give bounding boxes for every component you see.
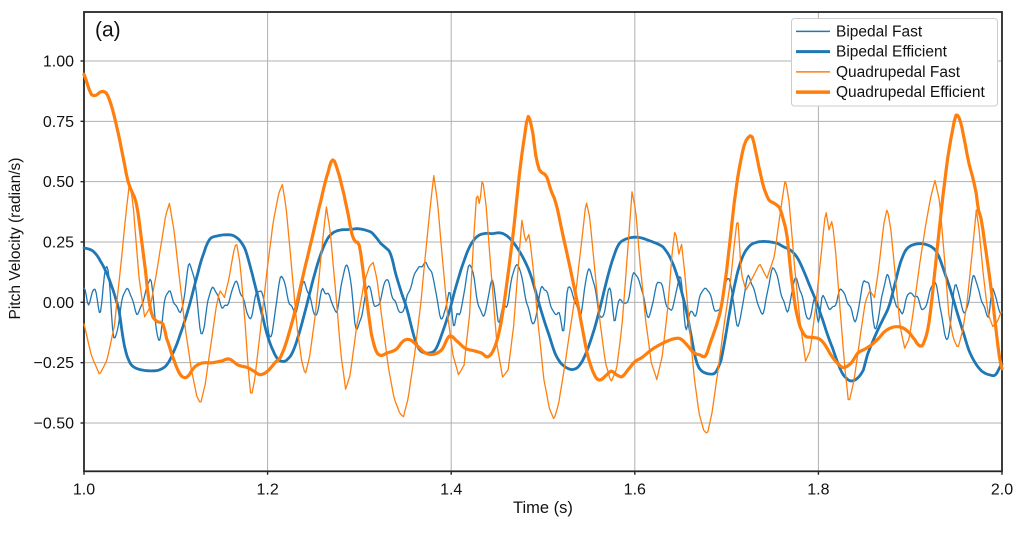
svg-text:0.25: 0.25 [43, 235, 74, 252]
svg-text:(a): (a) [95, 19, 121, 42]
svg-text:Bipedal Fast: Bipedal Fast [836, 24, 923, 41]
svg-text:0.75: 0.75 [43, 114, 74, 131]
svg-text:Pitch Velocity (radian/s): Pitch Velocity (radian/s) [7, 158, 24, 320]
svg-text:Bipedal Efficient: Bipedal Efficient [836, 44, 948, 61]
svg-text:1.0: 1.0 [73, 481, 95, 498]
svg-text:1.8: 1.8 [807, 481, 829, 498]
svg-text:1.2: 1.2 [256, 481, 278, 498]
svg-text:−0.25: −0.25 [34, 355, 75, 372]
svg-text:Quadrupedal Efficient: Quadrupedal Efficient [836, 84, 985, 101]
svg-text:1.6: 1.6 [624, 481, 646, 498]
svg-text:1.4: 1.4 [440, 481, 462, 498]
svg-text:2.0: 2.0 [991, 481, 1013, 498]
svg-text:Quadrupedal Fast: Quadrupedal Fast [836, 64, 961, 81]
svg-text:0.00: 0.00 [43, 295, 74, 312]
svg-text:1.00: 1.00 [43, 54, 74, 71]
svg-text:Time (s): Time (s) [513, 499, 573, 517]
svg-text:−0.50: −0.50 [34, 416, 75, 433]
svg-text:0.50: 0.50 [43, 174, 74, 191]
